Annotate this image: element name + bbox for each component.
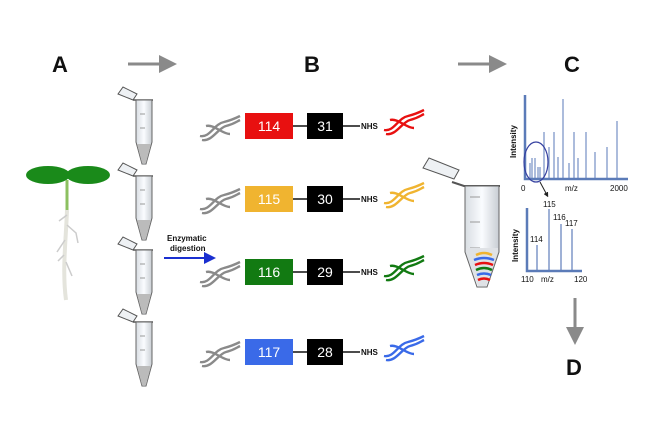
pooled-tube-icon bbox=[422, 157, 500, 288]
reporter-mass: 114 bbox=[258, 118, 281, 134]
nhs-group-label: NHS bbox=[361, 195, 379, 204]
ms-spectrum-reporter: 114 115 116 117 Intensity 110 m/z 120 bbox=[511, 200, 588, 284]
peptide-icon bbox=[198, 187, 242, 215]
labeled-peptide-icon bbox=[382, 108, 426, 136]
tag-row: 114 31 NHS bbox=[198, 108, 426, 142]
peak-label-117: 117 bbox=[565, 219, 578, 228]
reporter-box bbox=[245, 113, 293, 139]
reporter-box bbox=[245, 339, 293, 365]
x-max-label: 2000 bbox=[610, 184, 628, 193]
panel-label-b: B bbox=[304, 52, 320, 77]
peak-label-115: 115 bbox=[543, 200, 556, 209]
peak-label-114: 114 bbox=[530, 235, 543, 244]
sample-tube-4 bbox=[117, 308, 154, 387]
x-min-label: 0 bbox=[521, 184, 526, 193]
balancer-mass: 29 bbox=[317, 264, 333, 280]
peptide-icon bbox=[198, 260, 242, 288]
peptide-icon bbox=[198, 114, 242, 142]
x-axis-label: m/z bbox=[541, 275, 554, 284]
sample-tube-2 bbox=[117, 162, 154, 241]
panel-label-a: A bbox=[52, 52, 68, 77]
peak-label-116: 116 bbox=[553, 213, 566, 222]
panel-label-d: D bbox=[566, 355, 582, 380]
zoom-region-circle bbox=[523, 141, 549, 183]
reporter-mass: 117 bbox=[258, 344, 281, 360]
balancer-box bbox=[307, 186, 343, 212]
nhs-group-label: NHS bbox=[361, 122, 379, 131]
tag-row: 117 28 NHS bbox=[198, 334, 426, 368]
sample-tube-3 bbox=[117, 236, 154, 315]
ms-spectrum-full: Intensity 0 m/z 2000 bbox=[509, 95, 628, 198]
labeled-peptide-icon bbox=[382, 181, 426, 209]
peptide-icon bbox=[198, 340, 242, 368]
step-label-line2: digestion bbox=[170, 244, 206, 253]
reporter-mass: 115 bbox=[258, 191, 281, 207]
panel-label-c: C bbox=[564, 52, 580, 77]
balancer-mass: 31 bbox=[317, 118, 333, 134]
y-axis-label: Intensity bbox=[509, 125, 518, 158]
balancer-mass: 28 bbox=[317, 344, 333, 360]
labeled-peptide-icon bbox=[382, 254, 426, 282]
x-max-label: 120 bbox=[574, 275, 588, 284]
sample-tube-1 bbox=[117, 86, 154, 165]
tag-row: 116 29 NHS bbox=[198, 254, 426, 288]
nhs-group-label: NHS bbox=[361, 348, 379, 357]
balancer-box bbox=[307, 113, 343, 139]
reporter-mass: 116 bbox=[258, 264, 281, 280]
tag-row: 115 30 NHS bbox=[198, 181, 426, 215]
reporter-box bbox=[245, 186, 293, 212]
x-min-label: 110 bbox=[521, 275, 534, 284]
x-axis-label: m/z bbox=[565, 184, 578, 193]
nhs-group-label: NHS bbox=[361, 268, 379, 277]
reporter-box bbox=[245, 259, 293, 285]
balancer-mass: 30 bbox=[317, 191, 333, 207]
labeled-peptide-icon bbox=[382, 334, 426, 362]
balancer-box bbox=[307, 259, 343, 285]
zoom-arrow bbox=[539, 181, 549, 198]
seedling-icon bbox=[26, 166, 110, 301]
y-axis-label: Intensity bbox=[511, 229, 520, 262]
balancer-box bbox=[307, 339, 343, 365]
step-label-line1: Enzymatic bbox=[167, 234, 207, 243]
